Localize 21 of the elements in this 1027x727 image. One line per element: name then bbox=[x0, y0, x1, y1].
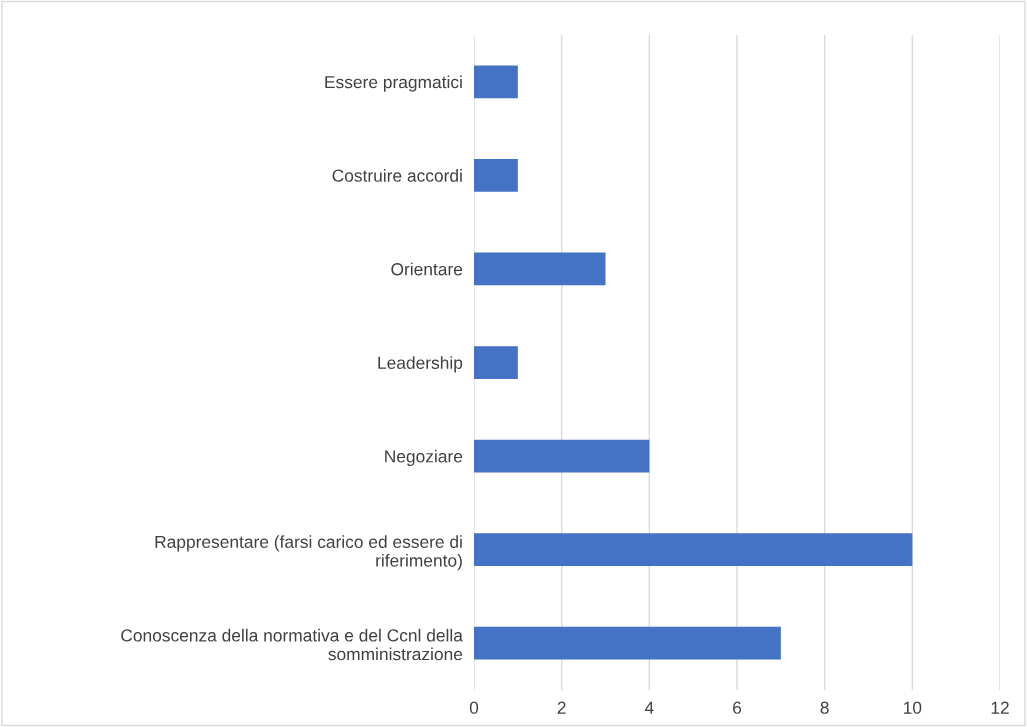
bar bbox=[474, 626, 781, 660]
bar bbox=[474, 439, 650, 473]
y-tick-label: Costruire accordi bbox=[332, 169, 462, 182]
x-tick-label: 2 bbox=[557, 701, 566, 714]
bar bbox=[474, 252, 606, 286]
bar bbox=[474, 346, 518, 379]
y-tick-label: Leadership bbox=[378, 356, 463, 373]
bar bbox=[474, 158, 518, 192]
bar bbox=[474, 533, 913, 567]
y-tick-label: Negoziare bbox=[385, 449, 463, 466]
x-tick-label: 0 bbox=[469, 701, 479, 714]
y-tick-label: Conoscenza della normativa e del Ccnl della somministrazione bbox=[121, 628, 463, 661]
x-tick-label: 6 bbox=[733, 701, 742, 714]
x-tick-label: 8 bbox=[820, 701, 829, 714]
y-tick-label: Orientare bbox=[391, 262, 463, 276]
x-tick-label: 12 bbox=[991, 701, 1009, 714]
y-tick-label: Rappresentare (farsi carico ed essere di riferimento) bbox=[155, 535, 462, 571]
y-tick-label: Essere pragmatici bbox=[325, 75, 462, 92]
bar bbox=[474, 65, 518, 99]
x-tick-label: 4 bbox=[644, 701, 654, 714]
x-tick-label: 10 bbox=[904, 701, 922, 714]
